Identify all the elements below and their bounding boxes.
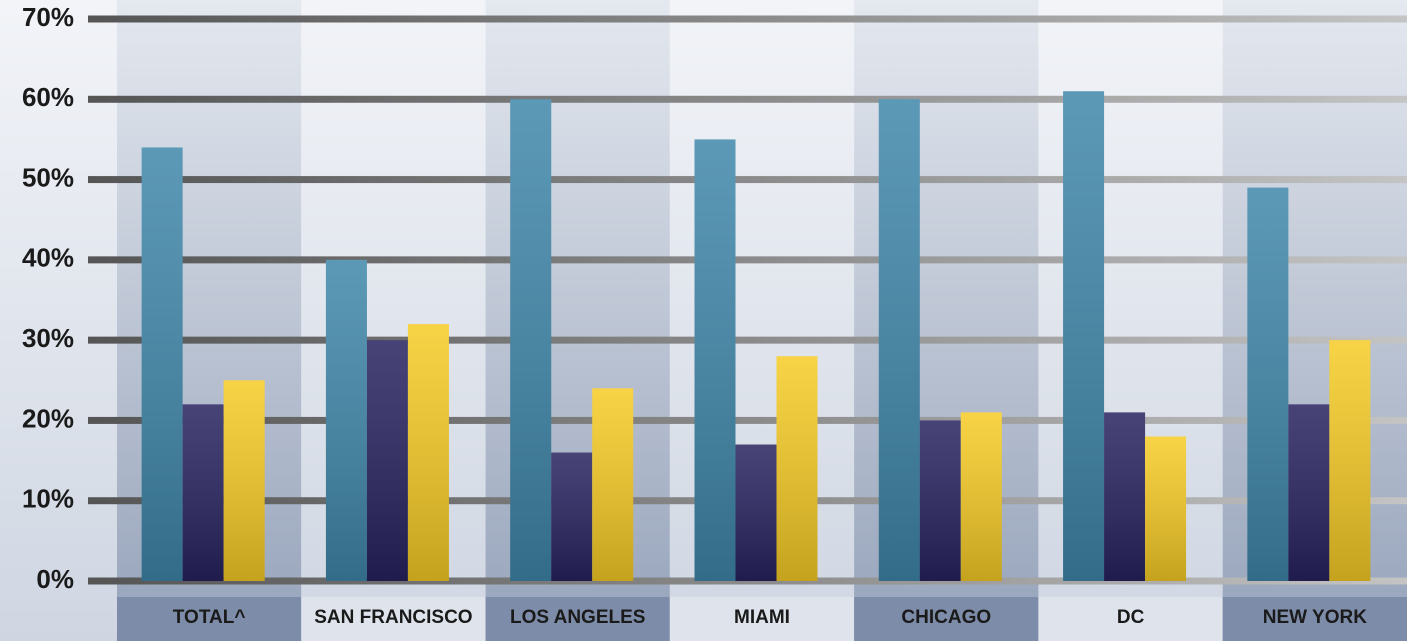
- bar-shade: [1063, 91, 1104, 581]
- chart: 0% 10% 20% 30% 40% 50% 60% 70% TOTAL^ SAN FRANCIS…: [0, 0, 1407, 641]
- y-tick-label: 20%: [22, 403, 74, 433]
- page: {"chart_data": {"type": "bar", "categori…: [0, 0, 1407, 641]
- bar-shade: [551, 453, 592, 581]
- bar-shade: [142, 147, 183, 581]
- y-tick-label: 40%: [22, 243, 74, 273]
- grid-line: [88, 417, 1407, 424]
- grid-line: [88, 16, 1407, 23]
- y-tick-label: 60%: [22, 82, 74, 112]
- x-tick-label: NEW YORK: [1263, 607, 1367, 628]
- x-tick-label: SAN FRANCISCO: [314, 607, 472, 628]
- bar-shade: [1288, 404, 1329, 581]
- bar-shade: [695, 139, 736, 581]
- bar-shade: [1247, 188, 1288, 581]
- y-tick-label: 50%: [22, 162, 74, 192]
- bar-shade: [920, 420, 961, 581]
- grid-line: [88, 96, 1407, 103]
- grid-line: [88, 256, 1407, 263]
- bar-shade: [1145, 436, 1186, 581]
- y-tick-label: 70%: [22, 2, 74, 32]
- bar-shade: [326, 260, 367, 581]
- x-tick-label: TOTAL^: [173, 607, 246, 628]
- bar-shade: [367, 340, 408, 581]
- bar-shade: [879, 99, 920, 581]
- bar-shade: [777, 356, 818, 581]
- bar-shade: [408, 324, 449, 581]
- bar-shade: [183, 404, 224, 581]
- x-tick-label: DC: [1117, 607, 1145, 628]
- bar-shade: [510, 99, 551, 581]
- x-tick-label: CHICAGO: [901, 607, 991, 628]
- y-tick-label: 10%: [22, 484, 74, 514]
- y-tick-label: 0%: [36, 564, 74, 594]
- bar-shade: [1329, 340, 1370, 581]
- bar-shade: [1104, 412, 1145, 581]
- x-tick-label: MIAMI: [734, 607, 790, 628]
- grid-line: [88, 176, 1407, 183]
- x-tick-label: LOS ANGELES: [510, 607, 645, 628]
- grid-line: [88, 337, 1407, 344]
- bar-shade: [736, 445, 777, 581]
- y-tick-label: 30%: [22, 323, 74, 353]
- bar-shade: [961, 412, 1002, 581]
- bar-shade: [224, 380, 265, 581]
- bar-shade: [592, 388, 633, 581]
